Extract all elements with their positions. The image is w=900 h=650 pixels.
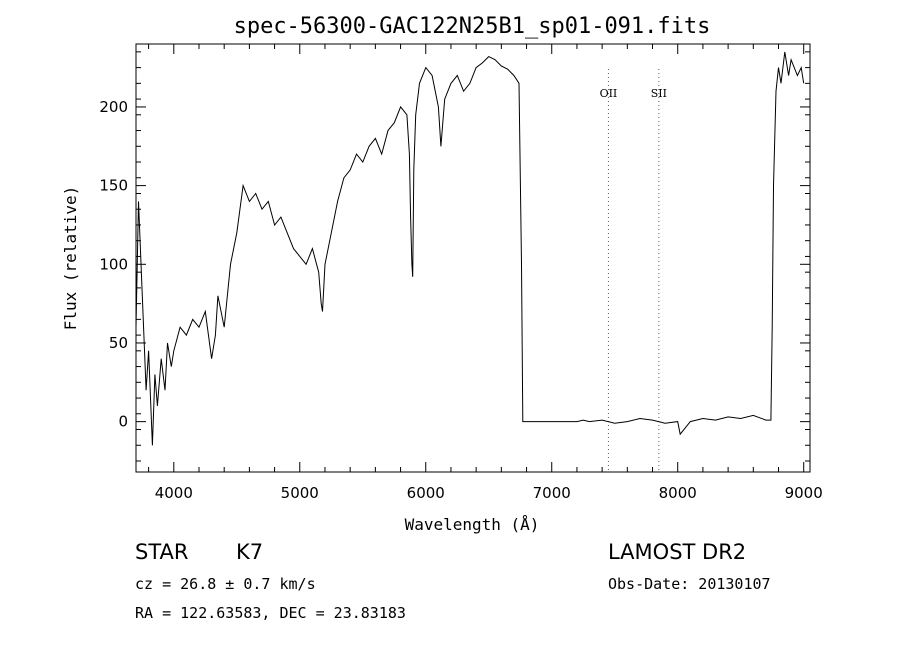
- line-marker-label: OII: [600, 87, 618, 100]
- spectrum-line: [135, 51, 805, 446]
- sky-coordinates: RA = 122.63583, DEC = 23.83183: [135, 604, 406, 622]
- survey-name: LAMOST DR2: [608, 540, 747, 564]
- line-marker-label: SII: [651, 87, 667, 100]
- observation-date: Obs-Date: 20130107: [608, 575, 771, 593]
- x-tick-label: 7000: [533, 484, 571, 502]
- y-tick-label: 50: [109, 334, 128, 352]
- x-tick-label: 6000: [407, 484, 445, 502]
- plot-frame: [135, 43, 811, 473]
- y-tick-label: 200: [99, 98, 128, 116]
- spectral-subclass: K7: [236, 540, 264, 564]
- y-axis-label: Flux (relative): [61, 186, 80, 331]
- redshift-cz: cz = 26.8 ± 0.7 km/s: [135, 575, 316, 593]
- x-tick-label: 5000: [281, 484, 319, 502]
- x-tick-label: 4000: [155, 484, 193, 502]
- x-tick-label: 8000: [659, 484, 697, 502]
- chart-title: spec-56300-GAC122N25B1_sp01-091.fits: [234, 14, 711, 39]
- y-tick-label: 100: [99, 255, 128, 273]
- x-axis-label: Wavelength (Å): [405, 515, 540, 534]
- plot-area: 4000 5000 6000 7000 8000 9000 0 50 100 150 200 OII S…: [99, 43, 823, 502]
- x-tick-label: 9000: [785, 484, 823, 502]
- y-tick-label: 150: [99, 177, 128, 195]
- y-tick-label: 0: [118, 413, 128, 431]
- object-type: STAR: [135, 540, 189, 564]
